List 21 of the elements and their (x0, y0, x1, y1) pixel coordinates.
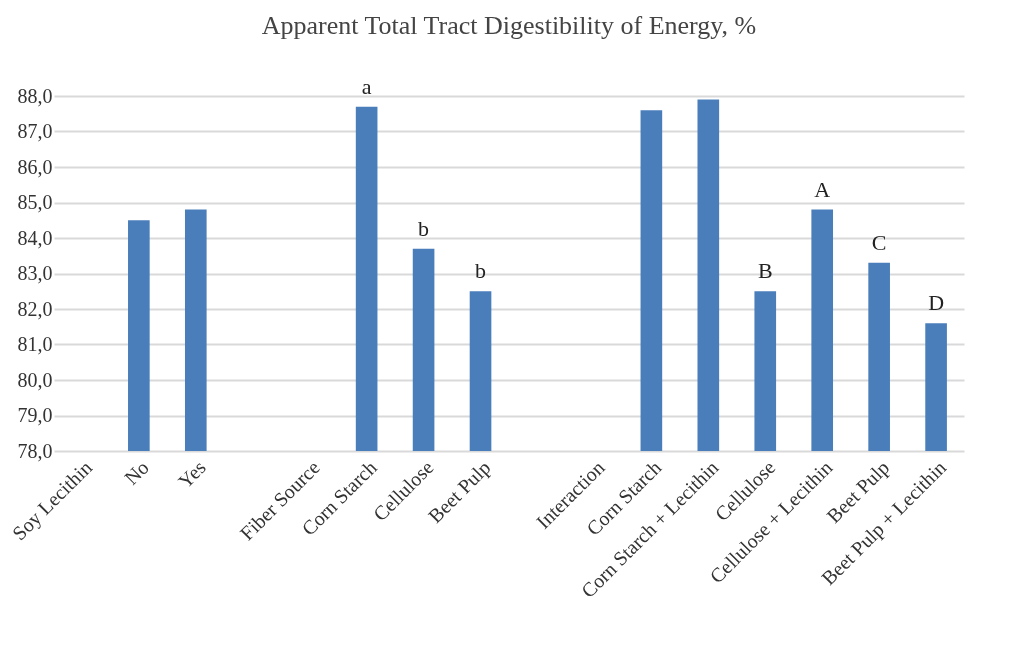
y-tick-label: 80,0 (17, 368, 53, 391)
data-label: a (361, 73, 372, 99)
y-tick-label: 87,0 (17, 120, 53, 142)
chart-title: Apparent Total Tract Digestibility of Energy, % (261, 10, 757, 40)
y-tick-label: 82,0 (17, 297, 53, 320)
y-tick-label: 84,0 (17, 226, 53, 249)
y-tick-label: 86,0 (17, 155, 53, 178)
data-label: B (757, 258, 773, 284)
x-tick-label: Yes (173, 455, 211, 493)
data-label: C (871, 229, 887, 255)
y-tick-label: 79,0 (17, 404, 53, 426)
y-tick-label: 78,0 (17, 439, 53, 462)
data-label: D (928, 290, 945, 316)
x-tick-label: No (120, 456, 153, 489)
y-tick-label: 85,0 (17, 191, 53, 213)
data-label: b (418, 215, 430, 241)
y-tick-label: 83,0 (17, 262, 53, 284)
y-tick-label: 81,0 (17, 333, 53, 355)
data-label: b (475, 258, 487, 284)
y-tick-label: 88,0 (17, 84, 53, 107)
data-label: A (814, 176, 831, 202)
